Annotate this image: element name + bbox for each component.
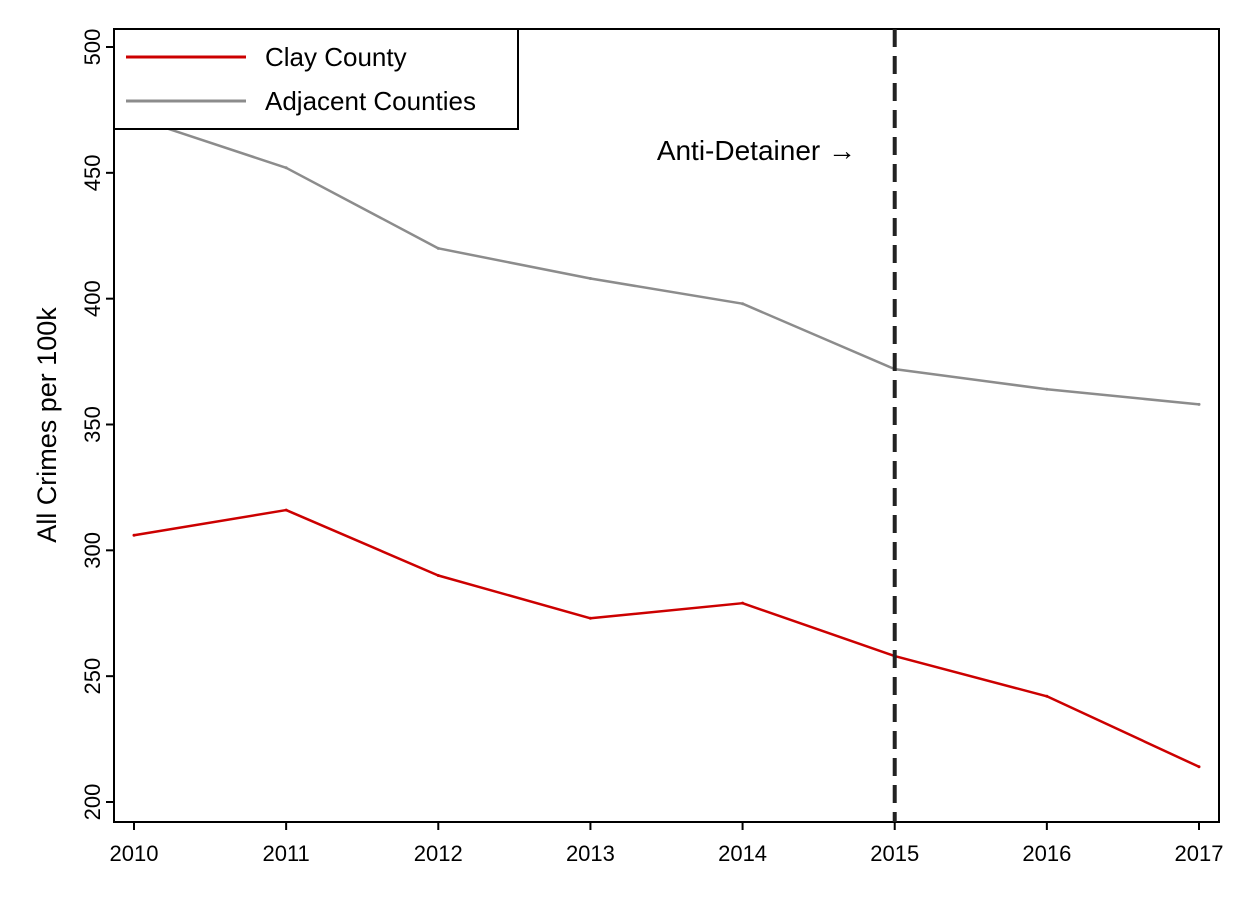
x-tick-label: 2013	[566, 841, 615, 866]
data-point-clay-county	[1197, 765, 1201, 769]
data-point-adjacent-counties	[436, 246, 440, 250]
data-point-adjacent-counties	[1045, 387, 1049, 391]
x-tick-label: 2014	[718, 841, 767, 866]
series-line-adjacent-counties	[133, 116, 1200, 406]
data-point-adjacent-counties	[741, 302, 745, 306]
y-tick-label: 350	[80, 406, 105, 443]
x-tick-label: 2012	[414, 841, 463, 866]
y-tick-label: 450	[80, 154, 105, 191]
legend-label-adjacent-counties: Adjacent Counties	[265, 86, 476, 116]
x-tick-label: 2011	[262, 841, 309, 866]
x-tick-label: 2016	[1022, 841, 1071, 866]
data-point-clay-county	[588, 616, 592, 620]
data-point-adjacent-counties	[284, 166, 288, 170]
anti-detainer-annotation: Anti-Detainer →	[657, 135, 856, 166]
data-point-clay-county	[436, 574, 440, 577]
x-tick-label: 2015	[870, 841, 919, 866]
y-tick-label: 400	[80, 280, 105, 317]
y-tick-label: 250	[80, 658, 105, 695]
legend-box	[113, 28, 519, 130]
legend: Clay County Adjacent Counties	[113, 28, 519, 130]
axes: 200 250 300 350 400 450 500 2010 2011 2012 2013 201…	[80, 29, 1223, 866]
series-line-clay-county	[133, 508, 1200, 768]
y-axis-label: All Crimes per 100k	[32, 307, 62, 543]
data-point-adjacent-counties	[1197, 402, 1201, 406]
data-point-clay-county	[1045, 694, 1049, 698]
data-point-clay-county	[132, 533, 136, 537]
y-tick-label: 300	[80, 532, 105, 569]
legend-label-clay-county: Clay County	[265, 42, 407, 72]
data-point-clay-county	[284, 508, 288, 512]
x-tick-label: 2017	[1175, 841, 1224, 866]
y-tick-label: 500	[80, 29, 105, 66]
y-tick-label: 200	[80, 784, 105, 821]
data-point-adjacent-counties	[588, 277, 592, 281]
data-point-clay-county	[741, 601, 745, 605]
x-tick-label: 2010	[110, 841, 159, 866]
